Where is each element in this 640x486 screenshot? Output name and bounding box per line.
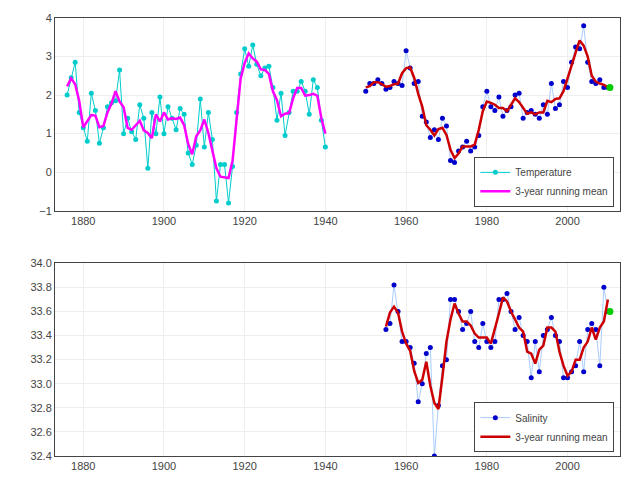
svg-text:0: 0 — [46, 166, 52, 178]
svg-text:34.0: 34.0 — [30, 257, 51, 269]
svg-text:3: 3 — [46, 50, 52, 62]
svg-text:Salinity: Salinity — [515, 413, 547, 424]
svg-text:1900: 1900 — [152, 460, 176, 472]
svg-text:2: 2 — [46, 89, 52, 101]
svg-text:32.6: 32.6 — [30, 426, 51, 438]
svg-text:33.2: 33.2 — [30, 353, 51, 365]
svg-text:33.8: 33.8 — [30, 281, 51, 293]
svg-text:1980: 1980 — [475, 215, 499, 227]
svg-text:2000: 2000 — [555, 460, 579, 472]
svg-text:1: 1 — [46, 127, 52, 139]
svg-text:1880: 1880 — [71, 460, 95, 472]
svg-text:33.6: 33.6 — [30, 305, 51, 317]
svg-text:1900: 1900 — [152, 215, 176, 227]
svg-text:3-year running mean: 3-year running mean — [515, 432, 607, 443]
svg-text:32.4: 32.4 — [30, 450, 51, 462]
svg-text:32.8: 32.8 — [30, 402, 51, 414]
svg-text:1940: 1940 — [313, 215, 337, 227]
svg-text:4: 4 — [46, 12, 52, 24]
svg-text:1920: 1920 — [232, 215, 256, 227]
svg-text:2000: 2000 — [555, 215, 579, 227]
svg-text:1880: 1880 — [71, 215, 95, 227]
svg-text:1960: 1960 — [394, 460, 418, 472]
svg-text:33.4: 33.4 — [30, 329, 51, 341]
svg-text:1920: 1920 — [232, 460, 256, 472]
svg-text:1940: 1940 — [313, 460, 337, 472]
svg-text:1980: 1980 — [475, 460, 499, 472]
svg-text:33.0: 33.0 — [30, 378, 51, 390]
svg-text:1960: 1960 — [394, 215, 418, 227]
svg-text:3-year running mean: 3-year running mean — [515, 186, 607, 197]
svg-text:Temperature: Temperature — [515, 167, 572, 178]
svg-text:−1: −1 — [39, 205, 52, 217]
